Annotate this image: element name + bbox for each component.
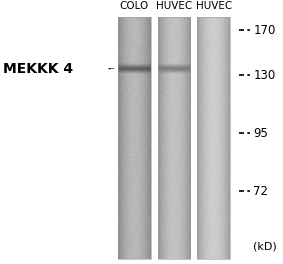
Text: COLO: COLO: [120, 1, 149, 11]
Text: 95: 95: [253, 127, 268, 140]
Bar: [158, 17, 190, 259]
Bar: [118, 17, 151, 259]
Text: 170: 170: [253, 24, 276, 37]
Text: HUVEC: HUVEC: [196, 1, 232, 11]
Bar: [197, 17, 230, 259]
Text: 72: 72: [253, 185, 268, 198]
Text: HUVEC: HUVEC: [156, 1, 192, 11]
Text: 130: 130: [253, 69, 276, 82]
Text: (kD): (kD): [253, 242, 277, 252]
Text: MEKKK 4: MEKKK 4: [3, 62, 73, 76]
